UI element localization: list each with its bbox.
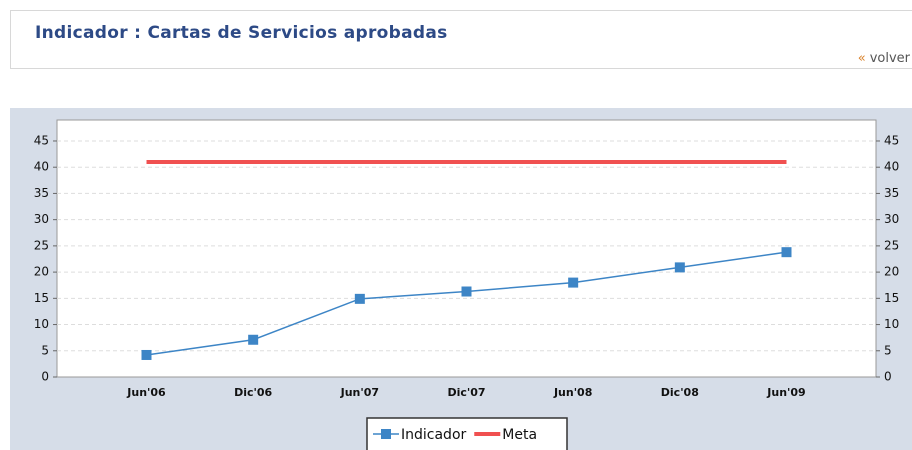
- y2-tick-label: 5: [884, 343, 892, 357]
- y-tick-label: 20: [34, 265, 49, 279]
- point-marker: [141, 349, 152, 360]
- y2-tick-label: 10: [884, 317, 899, 331]
- y2-tick-label: 30: [884, 212, 899, 226]
- y-tick-label: 25: [34, 238, 49, 252]
- x-tick-label: Dic'07: [447, 386, 485, 399]
- y2-tick-label: 20: [884, 265, 899, 279]
- back-text[interactable]: volver: [869, 51, 910, 66]
- y2-tick-label: 25: [884, 238, 899, 252]
- x-tick-label: Jun'09: [766, 386, 805, 399]
- x-tick-label: Jun'08: [553, 386, 592, 399]
- y-tick-label: 45: [34, 133, 49, 147]
- y-tick-label: 35: [34, 186, 49, 200]
- x-tick-label: Dic'08: [661, 386, 699, 399]
- y2-tick-label: 45: [884, 133, 899, 147]
- y2-tick-label: 40: [884, 160, 899, 174]
- x-tick-label: Jun'06: [126, 386, 166, 399]
- point-marker: [354, 293, 365, 304]
- y-tick-label: 15: [34, 291, 49, 305]
- plot-area: [56, 119, 877, 378]
- x-tick-label: Jun'07: [340, 386, 379, 399]
- header: Indicador : Cartas de Servicios aprobada…: [10, 10, 912, 69]
- point-marker: [568, 277, 579, 288]
- legend-label: Meta: [502, 427, 537, 443]
- point-marker: [461, 286, 472, 297]
- point-marker: [781, 247, 792, 258]
- y-tick-label: 0: [41, 370, 49, 384]
- legend-label: Indicador: [401, 427, 467, 443]
- back-link[interactable]: «volver: [858, 51, 910, 66]
- y-tick-label: 30: [34, 212, 49, 226]
- point-marker: [248, 334, 259, 345]
- legend-box: [366, 417, 568, 450]
- y2-tick-label: 0: [884, 370, 892, 384]
- y-tick-label: 5: [41, 343, 49, 357]
- back-arrow: «: [857, 51, 866, 66]
- y2-tick-label: 15: [884, 291, 899, 305]
- point-marker: [674, 262, 685, 273]
- y-tick-label: 40: [34, 160, 49, 174]
- legend-marker: [381, 429, 391, 439]
- y-tick-label: 10: [34, 317, 49, 331]
- y2-tick-label: 35: [884, 186, 899, 200]
- x-tick-label: Dic'06: [234, 386, 272, 399]
- page-title: Indicador : Cartas de Servicios aprobada…: [35, 23, 448, 43]
